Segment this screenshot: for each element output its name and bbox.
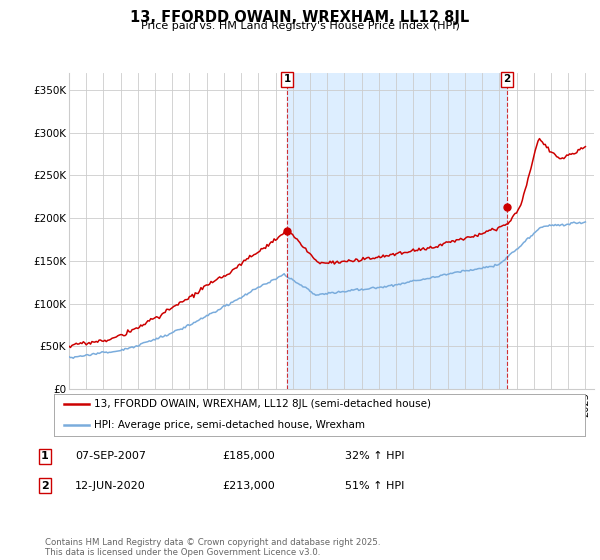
Text: Contains HM Land Registry data © Crown copyright and database right 2025.
This d: Contains HM Land Registry data © Crown c… — [45, 538, 380, 557]
Text: HPI: Average price, semi-detached house, Wrexham: HPI: Average price, semi-detached house,… — [94, 420, 365, 430]
Text: 2: 2 — [503, 74, 511, 85]
Text: £213,000: £213,000 — [222, 480, 275, 491]
Text: 51% ↑ HPI: 51% ↑ HPI — [345, 480, 404, 491]
Text: 12-JUN-2020: 12-JUN-2020 — [75, 480, 146, 491]
Text: 1: 1 — [284, 74, 291, 85]
Text: 1: 1 — [41, 451, 49, 461]
Text: Price paid vs. HM Land Registry's House Price Index (HPI): Price paid vs. HM Land Registry's House … — [140, 21, 460, 31]
Text: 2: 2 — [41, 480, 49, 491]
Text: £185,000: £185,000 — [222, 451, 275, 461]
Text: 13, FFORDD OWAIN, WREXHAM, LL12 8JL (semi-detached house): 13, FFORDD OWAIN, WREXHAM, LL12 8JL (sem… — [94, 399, 431, 409]
Bar — [287, 73, 507, 389]
Text: 13, FFORDD OWAIN, WREXHAM, LL12 8JL: 13, FFORDD OWAIN, WREXHAM, LL12 8JL — [130, 10, 470, 25]
Text: 07-SEP-2007: 07-SEP-2007 — [75, 451, 146, 461]
Text: 32% ↑ HPI: 32% ↑ HPI — [345, 451, 404, 461]
